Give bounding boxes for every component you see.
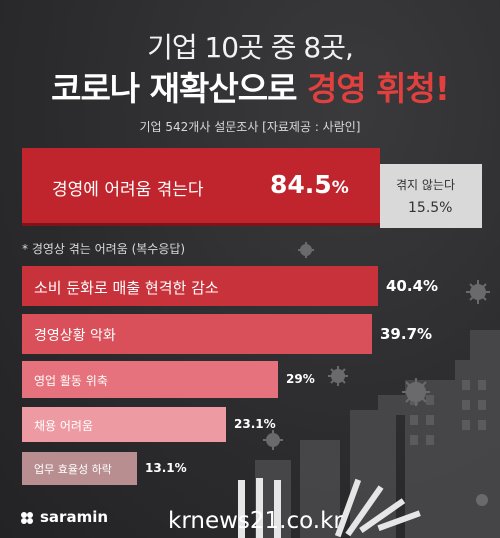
other-stat-value: 15.5% [408, 200, 453, 216]
bar-label-2: 영업 활동 위축 [34, 373, 108, 388]
bar-value-4: 13.1% [145, 460, 187, 475]
main-stat-value: 84.5% [270, 170, 349, 199]
main-stat-label: 경영에 어려움 겪는다 [52, 180, 204, 200]
chart-note: * 경영상 겪는 어려움 (복수응답) [22, 242, 186, 256]
title-line-2: 코로나 재확산으로 경영 휘청! [0, 62, 500, 110]
title-line-2-highlight: 경영 휘청! [306, 69, 450, 108]
bar-label-4: 업무 효율성 하락 [34, 463, 112, 476]
other-stat-box: 겪지 않는다 15.5% [380, 164, 482, 228]
survey-source: 기업 542개사 설문조사 [자료제공 : 사람인] [139, 120, 361, 134]
bar-label-3: 채용 어려움 [34, 418, 94, 433]
main-stat-number: 84.5 [270, 170, 332, 199]
bar-value-3: 23.1% [234, 416, 276, 431]
title-line-1: 기업 10곳 중 8곳, [147, 31, 354, 64]
watermark: krnews21.co.kr [168, 508, 343, 534]
bar-3 [22, 407, 226, 442]
saramin-logo: saramin [20, 508, 108, 526]
other-stat-label: 겪지 않는다 [396, 178, 456, 192]
bar-0 [22, 266, 378, 306]
bar-value-2: 29% [286, 371, 315, 386]
title-line-2-prefix: 코로나 재확산으로 [51, 69, 307, 108]
bar-2 [22, 361, 278, 398]
bar-value-0: 40.4% [386, 276, 439, 295]
bar-value-1: 39.7% [380, 324, 433, 343]
bar-label-1: 경영상황 악화 [34, 328, 116, 344]
saramin-logo-icon [21, 511, 33, 524]
bar-1 [22, 314, 372, 354]
main-stat-unit: % [331, 178, 349, 198]
main-stat-bar: 경영에 어려움 겪는다 84.5% [22, 148, 380, 223]
bar-4 [22, 452, 137, 485]
saramin-logo-text: saramin [40, 508, 109, 526]
bar-label-0: 소비 둔화로 매출 현격한 감소 [34, 278, 219, 297]
